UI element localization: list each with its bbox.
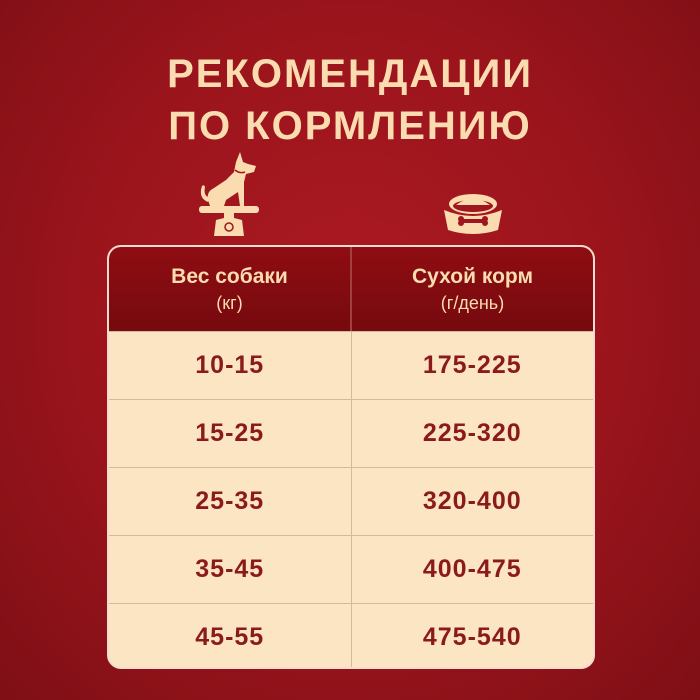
weight-cell: 45-55 <box>195 623 265 651</box>
dog-on-scale-icon <box>199 152 259 236</box>
title-line-2: ПО КОРМЛЕНИЮ <box>168 104 532 148</box>
header-unit: (кг) <box>216 292 243 313</box>
page-title: РЕКОМЕНДАЦИИ ПО КОРМЛЕНИЮ <box>0 48 700 152</box>
food-cell: 225-320 <box>350 400 594 467</box>
header-dry-food: Сухой корм (г/день) <box>350 247 593 331</box>
header-unit: (г/день) <box>440 292 505 313</box>
header-dog-weight: Вес собаки (кг) <box>109 247 350 331</box>
table-row: 35-45 400-475 <box>109 535 593 603</box>
weight-cell: 35-45 <box>195 555 265 583</box>
food-cell: 475-540 <box>350 604 594 667</box>
food-cell: 175-225 <box>350 332 594 399</box>
table-row: 10-15 175-225 <box>109 331 593 399</box>
food-cell: 320-400 <box>350 468 594 535</box>
feeding-table: Вес собаки (кг) Сухой корм (г/день) 10-1… <box>107 245 595 669</box>
table-row: 15-25 225-320 <box>109 399 593 467</box>
title-line-1: РЕКОМЕНДАЦИИ <box>167 52 533 96</box>
table-row: 25-35 320-400 <box>109 467 593 535</box>
food-cell: 400-475 <box>350 536 594 603</box>
weight-cell: 25-35 <box>195 487 265 515</box>
dog-food-bowl-icon <box>444 194 502 234</box>
header-label: Сухой корм <box>412 264 533 288</box>
table-row: 45-55 475-540 <box>109 603 594 667</box>
header-label: Вес собаки <box>171 264 288 288</box>
weight-cell: 15-25 <box>195 419 265 447</box>
table-header: Вес собаки (кг) Сухой корм (г/день) <box>109 247 593 331</box>
weight-cell: 10-15 <box>195 351 265 379</box>
